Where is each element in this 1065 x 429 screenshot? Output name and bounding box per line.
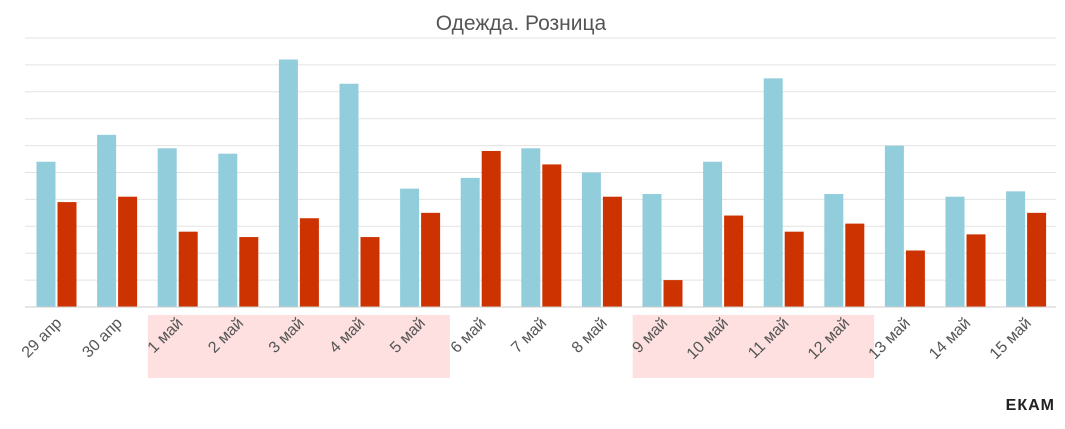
x-tick-label: 30 апр xyxy=(79,315,126,362)
x-tick-label: 15 май xyxy=(987,315,1035,363)
bar-series-1-13 xyxy=(763,78,783,307)
bar-series-2-2 xyxy=(118,196,138,307)
bar-series-2-10 xyxy=(602,196,622,307)
bar-series-1-12 xyxy=(703,161,723,307)
bar-series-2-9 xyxy=(542,164,562,307)
bar-series-2-11 xyxy=(663,280,683,307)
bar-series-1-2 xyxy=(97,134,117,307)
bar-series-2-12 xyxy=(724,215,744,307)
x-tick-label: 29 апр xyxy=(19,315,66,362)
bar-series-1-3 xyxy=(157,148,177,307)
bar-series-2-13 xyxy=(784,231,804,307)
chart-title: Одежда. Розница xyxy=(436,12,607,35)
bar-series-1-10 xyxy=(581,172,601,307)
bar-series-2-15 xyxy=(905,250,925,307)
bar-series-2-3 xyxy=(178,231,198,307)
bar-series-2-16 xyxy=(966,234,986,307)
bar-series-1-5 xyxy=(278,59,298,307)
bar-series-2-14 xyxy=(845,223,865,307)
bar-series-2-17 xyxy=(1027,212,1047,307)
x-tick-label: 6 май xyxy=(448,315,490,357)
x-tick-label: 7 май xyxy=(508,315,550,357)
bar-series-2-7 xyxy=(421,212,441,307)
bar-series-1-16 xyxy=(945,196,965,307)
bar-series-1-17 xyxy=(1006,191,1026,307)
bar-series-2-1 xyxy=(57,202,77,307)
bar-series-1-7 xyxy=(400,188,420,307)
holiday-highlights xyxy=(147,315,875,378)
bar-series-1-11 xyxy=(642,194,662,307)
x-tick-label: 8 май xyxy=(569,315,611,357)
x-tick-label: 14 май xyxy=(926,315,974,363)
bars xyxy=(36,59,1047,307)
bar-series-1-14 xyxy=(824,194,844,307)
ekam-logo: ЕКАМ xyxy=(1005,397,1055,414)
gridlines xyxy=(25,37,1056,308)
bar-series-2-4 xyxy=(239,237,259,307)
bar-series-2-8 xyxy=(481,150,501,307)
bar-series-2-6 xyxy=(360,237,380,307)
bar-series-1-1 xyxy=(36,161,56,307)
bar-series-1-4 xyxy=(218,153,238,307)
highlight-range-1 xyxy=(147,315,450,378)
bar-series-1-9 xyxy=(521,148,541,307)
bar-series-1-8 xyxy=(460,177,480,307)
bar-series-1-6 xyxy=(339,83,359,307)
highlight-range-2 xyxy=(632,315,875,378)
bar-series-2-5 xyxy=(299,218,319,307)
bar-series-1-15 xyxy=(884,145,904,307)
